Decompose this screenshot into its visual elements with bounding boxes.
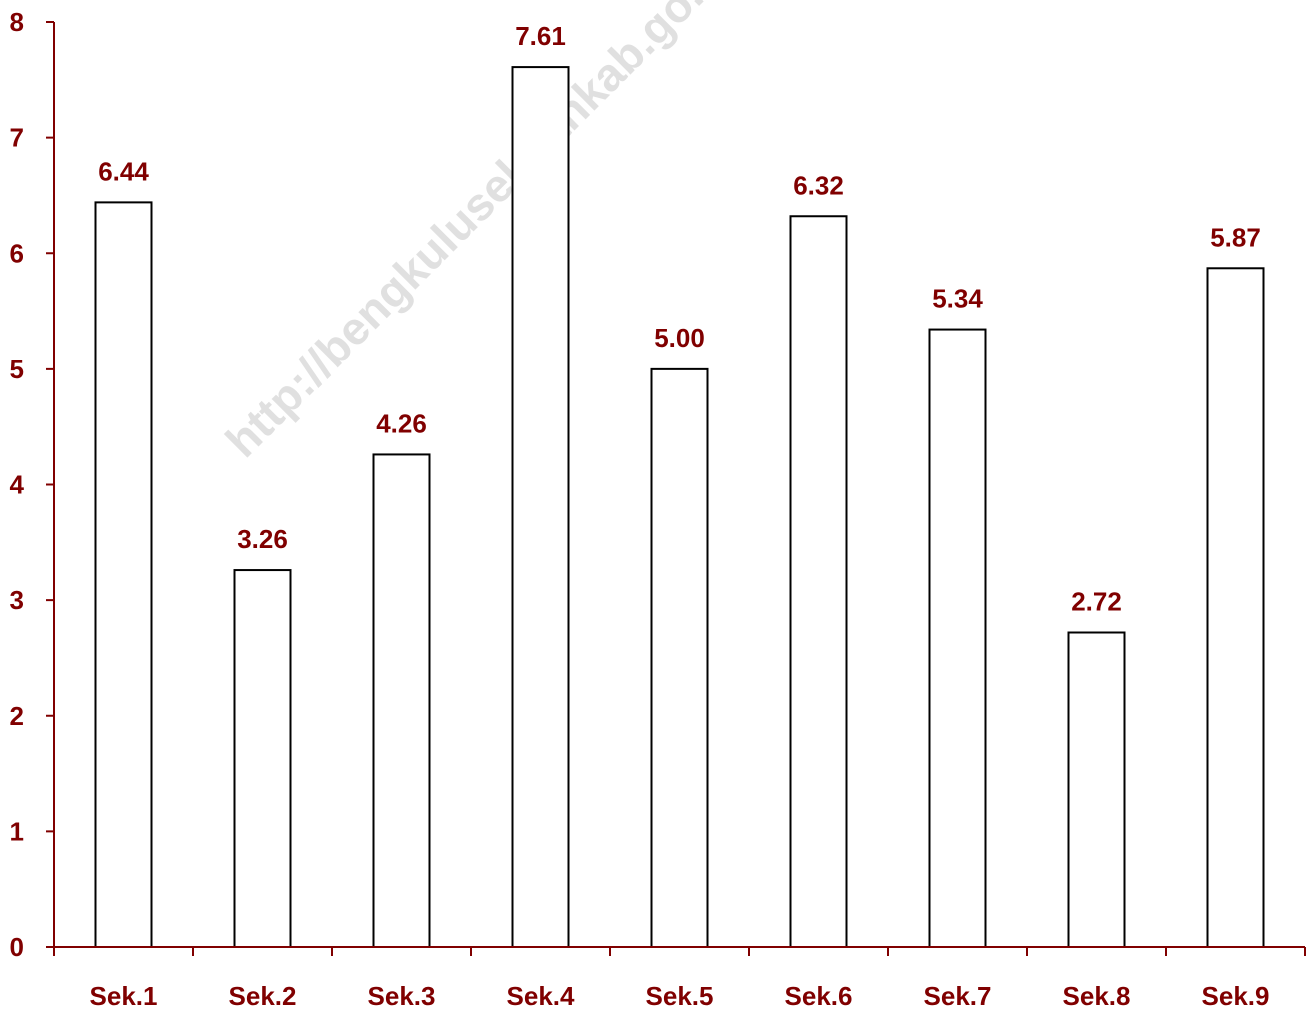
data-label: 5.34 xyxy=(932,284,983,314)
y-tick-label: 7 xyxy=(10,123,24,153)
x-tick-label: Sek.7 xyxy=(924,981,992,1011)
y-tick-label: 4 xyxy=(10,470,25,500)
x-tick-label: Sek.3 xyxy=(368,981,436,1011)
x-tick-label: Sek.8 xyxy=(1063,981,1131,1011)
x-axis: Sek.1 Sek.2 Sek.3 Sek.4 Sek.5 Sek.6 Sek.7 Sek.8… xyxy=(46,946,1306,1011)
data-label: 2.72 xyxy=(1071,587,1122,617)
y-axis: 0 1 2 3 4 5 6 7 8 xyxy=(10,7,55,962)
x-tick-label: Sek.4 xyxy=(507,981,575,1011)
bar-sek-6 xyxy=(789,215,848,948)
y-tick-label: 2 xyxy=(10,701,24,731)
x-tick-label: Sek.2 xyxy=(229,981,297,1011)
bar-sek-1 xyxy=(94,201,153,948)
bar-sek-9 xyxy=(1206,267,1265,948)
data-label: 6.44 xyxy=(98,156,149,186)
y-tick-label: 8 xyxy=(10,7,24,37)
bar-sek-4 xyxy=(511,66,570,948)
data-label: 6.32 xyxy=(793,170,844,200)
y-tick-label: 0 xyxy=(10,932,24,962)
bar-sek-5 xyxy=(650,367,709,948)
y-tick-label: 3 xyxy=(10,585,24,615)
y-tick-label: 6 xyxy=(10,238,24,268)
x-tick-label: Sek.1 xyxy=(90,981,158,1011)
x-tick-label: Sek.6 xyxy=(785,981,853,1011)
x-tick-label: Sek.5 xyxy=(646,981,714,1011)
data-label: 5.87 xyxy=(1210,222,1261,252)
bar-sek-8 xyxy=(1067,631,1126,948)
bar-sek-3 xyxy=(372,453,431,948)
bar-sek-7 xyxy=(928,328,987,948)
data-label: 7.61 xyxy=(515,21,566,51)
x-tick-label: Sek.9 xyxy=(1202,981,1270,1011)
y-tick-label: 5 xyxy=(10,354,24,384)
bar-sek-2 xyxy=(233,569,292,948)
data-label: 5.00 xyxy=(654,323,705,353)
data-label: 3.26 xyxy=(237,524,288,554)
data-label: 4.26 xyxy=(376,408,427,438)
data-labels-group: 6.44 3.26 4.26 7.61 5.00 6.32 5.34 2.72 5.87 xyxy=(98,21,1261,616)
bars-group xyxy=(94,66,1265,948)
y-tick-label: 1 xyxy=(10,816,24,846)
